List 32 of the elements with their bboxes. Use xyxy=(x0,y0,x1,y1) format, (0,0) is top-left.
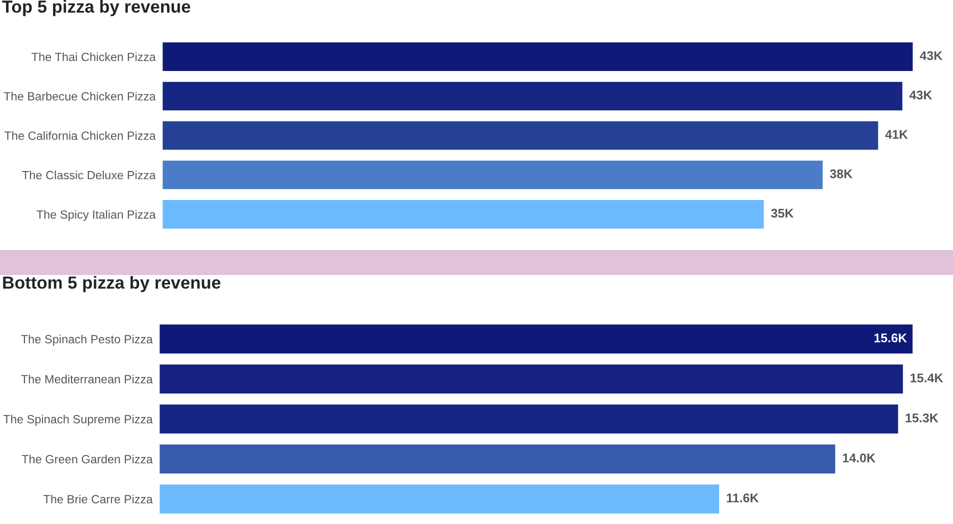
bar xyxy=(159,323,914,355)
bar xyxy=(162,80,904,112)
data-label: 43K xyxy=(920,51,942,60)
y-tick-label: The Green Garden Pizza xyxy=(22,454,153,464)
bar xyxy=(162,120,880,152)
bar xyxy=(162,41,914,72)
chart-title: Bottom 5 pizza by revenue xyxy=(3,276,220,292)
bar xyxy=(159,403,900,435)
data-label: 43K xyxy=(909,90,932,100)
data-label: 38K xyxy=(830,169,852,178)
data-label: 15.4K xyxy=(910,374,944,382)
bar xyxy=(162,159,824,191)
data-label: 14.0K xyxy=(842,454,876,462)
bar xyxy=(159,483,721,515)
y-tick-label: The Spicy Italian Pizza xyxy=(36,210,156,222)
data-label: 15.6K xyxy=(874,334,907,342)
chart-title: Top 5 pizza by revenue xyxy=(2,0,190,16)
y-tick-label: The Spinach Supreme Pizza xyxy=(3,414,153,426)
y-tick-label: The Thai Chicken Pizza xyxy=(32,52,156,62)
y-tick-label: The California Chicken Pizza xyxy=(4,131,156,140)
y-tick-label: The Spinach Pesto Pizza xyxy=(21,334,153,346)
y-tick-label: The Brie Carre Pizza xyxy=(43,494,153,504)
y-tick-label: The Mediterranean Pizza xyxy=(21,374,153,384)
bar xyxy=(159,443,837,475)
bar xyxy=(159,363,904,395)
data-label: 41K xyxy=(885,130,908,139)
data-label: 15.3K xyxy=(906,414,938,422)
data-label: 11.6K xyxy=(726,494,759,502)
y-tick-label: The Classic Deluxe Pizza xyxy=(22,170,156,180)
bar xyxy=(162,198,766,230)
data-label: 35K xyxy=(771,208,794,218)
y-tick-label: The Barbecue Chicken Pizza xyxy=(4,92,156,100)
